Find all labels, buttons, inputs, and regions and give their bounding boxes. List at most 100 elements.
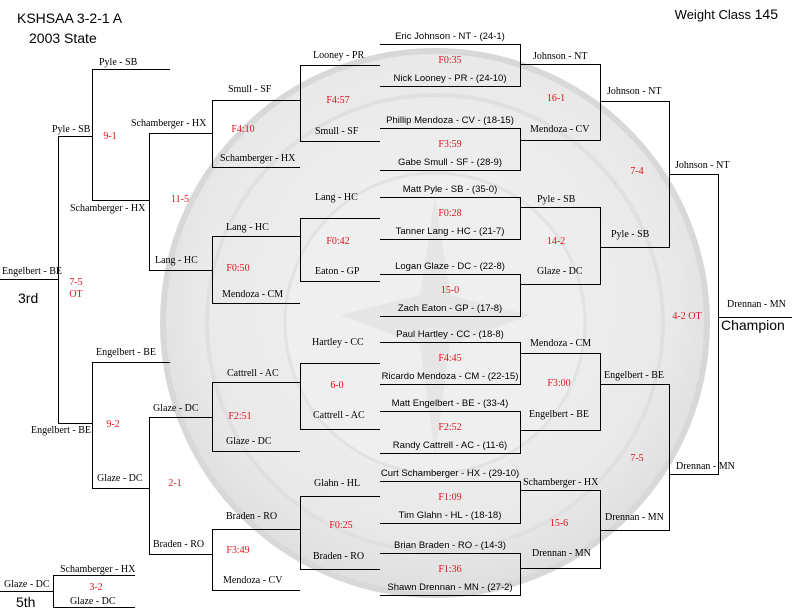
- champion-label: Champion: [721, 317, 785, 333]
- consolation-wrestler: Hartley - CC: [312, 337, 364, 348]
- quarter-wrestler: Schamberger - HX: [523, 477, 599, 488]
- quarter-wrestler: Johnson - NT: [533, 51, 588, 62]
- semi-wrestler: Johnson - NT: [607, 86, 662, 97]
- consolation-wrestler: Braden - RO: [313, 551, 365, 562]
- match-score: F3:49: [226, 545, 250, 556]
- match-score: 9-1: [103, 131, 117, 142]
- consolation-wrestler: Smull - SF: [228, 84, 272, 95]
- match-score: F2:52: [438, 422, 462, 433]
- finalist: Johnson - NT: [675, 160, 730, 171]
- consolation-wrestler: Glaze - DC: [97, 473, 143, 484]
- prelim-wrestler: Tanner Lang - HC - (21-7): [395, 226, 505, 237]
- consolation-wrestler: Pyle - SB: [52, 124, 91, 135]
- prelim-wrestler: Zach Eaton - GP - (17-8): [397, 303, 503, 314]
- semi-wrestler: Engelbert - BE: [604, 370, 664, 381]
- match-score: F1:36: [438, 564, 462, 575]
- consolation-wrestler: Eaton - GP: [315, 266, 360, 277]
- semi-wrestler: Drennan - MN: [605, 512, 664, 523]
- consolation-wrestler: Glaze - DC: [153, 403, 199, 414]
- prelim-wrestler: Shawn Drennan - MN - (27-2): [387, 582, 513, 593]
- match-score: 14-2: [546, 236, 566, 247]
- consolation-wrestler: Braden - RO: [226, 511, 278, 522]
- match-score: 9-2: [106, 419, 120, 430]
- consolation-wrestler: Mendoza - CM: [222, 289, 284, 300]
- match-score: 2-1: [168, 478, 182, 489]
- match-score: F2:51: [228, 411, 252, 422]
- weight-class-label: Weight Class: [674, 7, 752, 22]
- match-score: F4:45: [438, 353, 462, 364]
- quarter-wrestler: Mendoza - CV: [530, 124, 590, 135]
- match-score: F4:57: [326, 95, 350, 106]
- champion-name: Drennan - MN: [727, 299, 786, 310]
- prelim-wrestler: Paul Hartley - CC - (18-8): [396, 329, 504, 340]
- prelim-wrestler: Tim Glahn - HL - (18-18): [398, 510, 502, 521]
- prelim-wrestler: Eric Johnson - NT - (24-1): [395, 31, 505, 42]
- match-score: 11-5: [171, 194, 189, 205]
- prelim-wrestler: Curt Schamberger - HX - (29-10): [380, 468, 520, 479]
- match-score: F0:35: [438, 55, 462, 66]
- match-score: F1:09: [438, 492, 462, 503]
- fifth-place-label: 5th: [16, 594, 36, 610]
- consolation-wrestler: Schamberger - HX: [70, 203, 146, 214]
- semi-wrestler: Pyle - SB: [611, 229, 650, 240]
- consolation-wrestler: Lang - HC: [226, 222, 269, 233]
- consolation-wrestler: Smull - SF: [315, 126, 359, 137]
- consolation-wrestler: Pyle - SB: [99, 57, 138, 68]
- finalist: Drennan - MN: [676, 461, 735, 472]
- prelim-wrestler: Matt Engelbert - BE - (33-4): [391, 398, 509, 409]
- fifth-place-winner: Glaze - DC: [4, 579, 50, 590]
- match-score: 7-5: [630, 453, 644, 464]
- match-score: F3:59: [438, 139, 462, 150]
- match-score: F0:42: [326, 236, 350, 247]
- match-score: F3:00: [547, 378, 571, 389]
- match-score: F0:25: [329, 520, 353, 531]
- consolation-wrestler: Schamberger - HX: [220, 153, 296, 164]
- third-place-label: 3rd: [18, 290, 39, 306]
- prelim-wrestler: Matt Pyle - SB - (35-0): [402, 184, 498, 195]
- prelim-wrestler: Randy Cattrell - AC - (11-6): [392, 440, 508, 451]
- finals-score: 4-2 OT: [672, 311, 702, 322]
- match-score: F0:50: [226, 263, 250, 274]
- prelim-wrestler: Ricardo Mendoza - CM - (22-15): [381, 371, 519, 382]
- fifth-place-score: 3-2: [89, 582, 103, 593]
- match-score: 16-1: [546, 93, 566, 104]
- match-score: 7-4: [630, 166, 644, 177]
- fifth-place-wrestler: Glaze - DC: [70, 596, 116, 607]
- quarter-wrestler: Engelbert - BE: [529, 409, 589, 420]
- consolation-wrestler: Lang - HC: [155, 255, 198, 266]
- consolation-wrestler: Cattrell - AC: [227, 368, 279, 379]
- tournament-title: KSHSAA 3-2-1 A: [17, 10, 123, 26]
- fifth-place-wrestler: Schamberger - HX: [60, 564, 136, 575]
- quarter-wrestler: Drennan - MN: [532, 548, 591, 559]
- quarter-wrestler: Mendoza - CM: [530, 338, 592, 349]
- consolation-wrestler: Lang - HC: [315, 192, 358, 203]
- prelim-wrestler: Brian Braden - RO - (14-3): [394, 540, 506, 551]
- consolation-wrestler: Engelbert - BE: [96, 347, 156, 358]
- prelim-wrestler: Logan Glaze - DC - (22-8): [395, 261, 505, 272]
- weight-class-value: 145: [754, 6, 778, 22]
- consolation-wrestler: Looney - PR: [313, 50, 365, 61]
- consolation-wrestler: Braden - RO: [153, 539, 205, 550]
- match-score: F4:10: [231, 124, 255, 135]
- prelim-wrestler: Phillip Mendoza - CV - (18-15): [386, 115, 514, 126]
- quarter-wrestler: Pyle - SB: [537, 194, 576, 205]
- prelim-wrestler: Gabe Smull - SF - (28-9): [398, 157, 502, 168]
- consolation-wrestler: Schamberger - HX: [131, 118, 207, 129]
- consolation-wrestler: Mendoza - CV: [223, 575, 283, 586]
- consolation-wrestler: Engelbert - BE: [31, 425, 91, 436]
- match-score: F0:28: [438, 208, 462, 219]
- match-score: 6-0: [330, 380, 344, 391]
- consolation-wrestler: Cattrell - AC: [313, 410, 365, 421]
- prelim-wrestler: Nick Looney - PR - (24-10): [393, 73, 507, 84]
- third-place-winner: Engelbert - BE: [2, 266, 62, 277]
- consolation-wrestler: Glahn - HL: [314, 478, 361, 489]
- match-score: 15-6: [549, 518, 569, 529]
- third-place-score: 7-5: [69, 277, 83, 288]
- weight-class: Weight Class 145: [675, 6, 778, 22]
- tournament-subtitle: 2003 State: [29, 30, 97, 46]
- third-place-score-note: OT: [69, 289, 83, 300]
- consolation-wrestler: Glaze - DC: [226, 436, 272, 447]
- quarter-wrestler: Glaze - DC: [537, 266, 583, 277]
- watermark-seal: [160, 48, 710, 598]
